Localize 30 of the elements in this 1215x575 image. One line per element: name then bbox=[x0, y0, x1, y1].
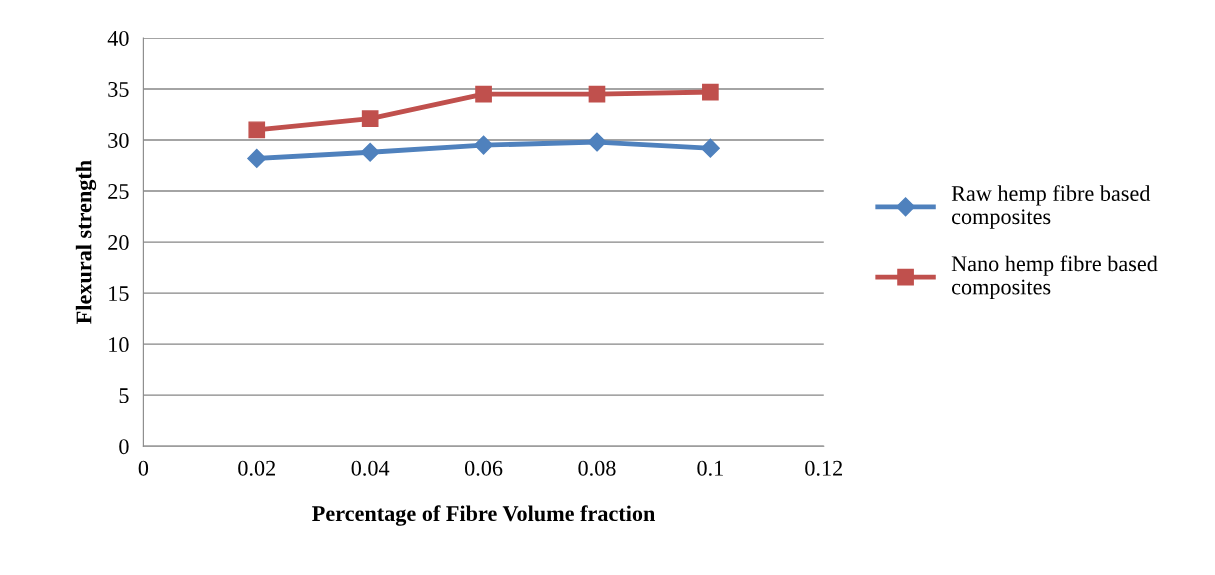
y-axis-title: Flexural strength bbox=[75, 160, 97, 324]
legend-label: Nano hemp fibre based composites bbox=[951, 255, 1158, 300]
x-tick-label: 0.02 bbox=[238, 460, 275, 476]
legend-label: Raw hemp fibre based composites bbox=[951, 185, 1151, 229]
point bbox=[475, 85, 492, 103]
point bbox=[702, 83, 719, 101]
point bbox=[474, 135, 494, 155]
y-tick-label: 35 bbox=[108, 81, 129, 97]
point bbox=[247, 148, 267, 168]
point bbox=[360, 142, 380, 162]
x-axis-title: Percentage of Fibre Volume fraction bbox=[312, 505, 656, 526]
point bbox=[248, 121, 266, 139]
y-tick-label: 25 bbox=[108, 184, 129, 199]
point bbox=[361, 110, 379, 127]
x-tick-label: 0 bbox=[138, 460, 149, 476]
y-tick-label: 15 bbox=[109, 286, 129, 302]
y-tick-label: 40 bbox=[107, 30, 129, 46]
x-tick-label: 0.1 bbox=[697, 460, 723, 476]
point bbox=[587, 132, 607, 152]
x-tick-label: 0.04 bbox=[351, 460, 390, 476]
point bbox=[700, 138, 720, 158]
point bbox=[588, 85, 606, 103]
y-tick-label: 20 bbox=[108, 235, 129, 250]
x-tick-label: 0.08 bbox=[578, 460, 616, 476]
x-tick-label: 0.06 bbox=[464, 460, 503, 476]
y-tick-label: 30 bbox=[108, 132, 129, 148]
y-tick-label: 10 bbox=[109, 337, 129, 353]
y-tick-label: 0 bbox=[119, 439, 129, 455]
x-tick-label: 0.12 bbox=[805, 460, 842, 476]
y-tick-label: 5 bbox=[119, 388, 129, 404]
